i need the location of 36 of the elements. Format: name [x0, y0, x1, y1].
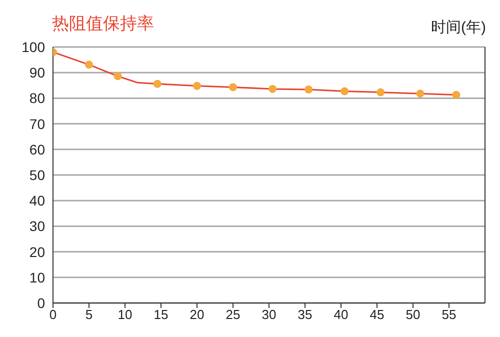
point: [452, 90, 460, 99]
x-tick-label: 20: [190, 307, 204, 322]
y-tick-label: 70: [29, 116, 46, 132]
y-tick-label: 90: [29, 64, 46, 81]
x-tick-label: 0: [49, 307, 57, 322]
y-tick-label: 50: [29, 166, 46, 183]
x-axis-title: 时间(年): [431, 18, 486, 37]
point: [376, 88, 385, 96]
y-tick-label: 60: [29, 141, 46, 158]
point: [114, 72, 122, 80]
x-tick-label: 15: [154, 307, 168, 322]
y-tick-label: 0: [37, 294, 46, 311]
x-tick-label: 55: [442, 307, 456, 322]
y-tick-label: 20: [29, 244, 46, 260]
x-tick-label: 25: [226, 307, 240, 322]
point: [268, 84, 277, 93]
point: [416, 90, 424, 98]
x-tick-label: 5: [85, 307, 93, 322]
x-tick-label: 40: [334, 307, 348, 322]
point: [85, 60, 93, 69]
point: [229, 83, 237, 92]
chart-title: 热阻值保持率: [52, 13, 154, 35]
x-tick-label: 30: [262, 307, 276, 322]
y-tick-label: 10: [29, 269, 46, 286]
point: [304, 85, 313, 94]
x-tick-label: 50: [406, 307, 420, 322]
x-tick-label: 35: [298, 307, 312, 322]
y-tick-label: 30: [29, 218, 46, 234]
y-tick-label: 100: [22, 38, 46, 55]
point: [153, 80, 162, 88]
x-tick-label: 10: [118, 307, 132, 322]
point: [193, 82, 201, 90]
x-tick-label: 45: [370, 307, 384, 322]
y-tick-label: 80: [29, 90, 46, 106]
y-tick-label: 40: [29, 192, 46, 209]
point: [340, 87, 349, 96]
